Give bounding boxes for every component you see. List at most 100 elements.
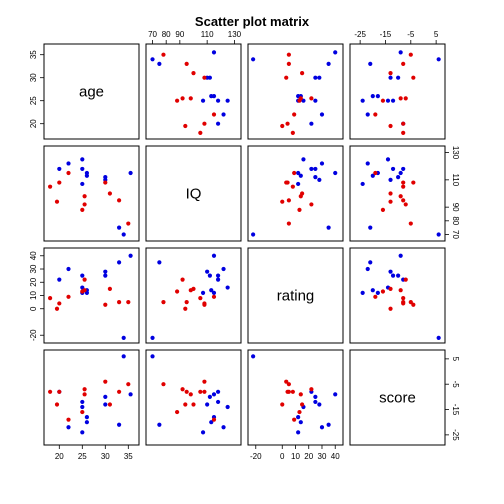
data-point-2 — [117, 225, 122, 230]
data-point-12 — [126, 300, 131, 305]
data-point-21 — [280, 402, 285, 407]
data-point-10 — [301, 157, 306, 162]
data-point-6 — [80, 430, 85, 435]
data-point-15 — [202, 75, 207, 80]
data-point-16 — [82, 392, 87, 397]
y-tick-label-rating-2: 10 — [29, 291, 38, 300]
data-point-19 — [66, 417, 71, 422]
data-point-8 — [370, 288, 375, 293]
data-point-9 — [365, 112, 370, 117]
data-point-12 — [286, 382, 291, 387]
x-tick-label-IQ-2: 90 — [175, 30, 184, 39]
panel-IQ-rating — [247, 145, 344, 242]
data-point-2 — [368, 260, 373, 265]
data-point-2 — [368, 225, 373, 230]
data-point-20 — [285, 389, 290, 394]
data-point-1 — [398, 253, 403, 258]
data-point-21 — [183, 402, 188, 407]
data-point-1 — [333, 170, 338, 176]
y-tick-label-IQ-0: 70 — [451, 230, 460, 239]
y-tick-label-rating-1: 0 — [29, 306, 38, 311]
data-point-15 — [103, 302, 108, 307]
panel-frame — [43, 43, 140, 140]
data-point-12 — [286, 221, 291, 226]
data-point-22 — [401, 130, 406, 135]
data-point-18 — [80, 409, 85, 415]
data-point-0 — [150, 354, 155, 359]
data-point-1 — [128, 253, 133, 258]
data-point-19 — [292, 170, 297, 176]
data-point-9 — [365, 161, 370, 166]
data-point-12 — [126, 382, 131, 387]
data-point-8 — [84, 173, 89, 178]
data-point-9 — [66, 161, 71, 166]
data-point-20 — [202, 121, 207, 126]
data-point-2 — [117, 422, 122, 427]
x-tick-label-IQ-3: 110 — [201, 30, 214, 39]
data-point-2 — [368, 61, 373, 66]
data-point-12 — [408, 52, 413, 57]
data-point-18 — [175, 98, 180, 103]
data-point-21 — [280, 199, 285, 204]
data-point-21 — [388, 123, 393, 129]
data-point-21 — [183, 306, 188, 311]
x-tick-label-rating-5: 40 — [331, 452, 340, 461]
data-point-21 — [388, 199, 393, 204]
panel-frame — [145, 145, 242, 242]
data-point-2 — [326, 61, 331, 66]
data-point-14 — [191, 402, 196, 407]
data-point-3 — [396, 273, 401, 278]
data-point-11 — [57, 166, 62, 172]
data-point-22 — [48, 296, 53, 301]
data-point-2 — [326, 422, 331, 427]
data-point-3 — [396, 75, 401, 80]
data-point-13 — [286, 198, 291, 203]
x-tick-label-age-3: 35 — [124, 452, 133, 461]
y-tick-label-IQ-1: 80 — [451, 216, 460, 225]
panel-frame — [247, 145, 344, 242]
panel-score-IQ — [145, 349, 242, 446]
panel-age-rating — [247, 43, 344, 140]
data-point-22 — [290, 130, 295, 135]
panel-frame — [145, 43, 242, 140]
data-point-19 — [66, 170, 71, 176]
data-point-4 — [388, 177, 393, 182]
data-point-15 — [411, 180, 416, 185]
data-point-4 — [388, 269, 393, 274]
data-point-8 — [209, 420, 214, 425]
data-point-22 — [48, 184, 53, 189]
data-point-19 — [211, 417, 217, 422]
data-point-1 — [333, 50, 338, 55]
data-point-22 — [198, 296, 203, 301]
data-point-6 — [360, 98, 365, 103]
data-point-17 — [403, 277, 408, 282]
data-point-22 — [290, 389, 295, 394]
data-point-7 — [215, 273, 221, 278]
data-point-7 — [215, 399, 221, 405]
data-point-11 — [57, 277, 62, 282]
data-point-18 — [175, 409, 180, 415]
data-point-17 — [403, 96, 408, 101]
data-point-3 — [207, 273, 212, 278]
panel-rating-age — [43, 247, 140, 344]
x-tick-label-age-1: 25 — [78, 452, 87, 461]
panel-frame — [43, 349, 140, 446]
data-point-2 — [157, 422, 162, 427]
data-point-21 — [280, 123, 285, 129]
data-point-2 — [326, 225, 331, 230]
panel-age-age: age — [43, 43, 140, 140]
x-tick-label-rating-2: 10 — [291, 452, 300, 461]
data-point-4 — [388, 75, 393, 80]
y-tick-label-age-2: 30 — [29, 73, 38, 82]
data-point-18 — [380, 289, 386, 294]
data-point-15 — [284, 75, 289, 80]
data-point-19 — [66, 294, 71, 299]
data-point-6 — [360, 181, 365, 187]
data-point-15 — [411, 75, 416, 80]
data-point-20 — [57, 301, 62, 306]
data-point-11 — [215, 121, 221, 126]
data-point-2 — [157, 61, 162, 66]
data-point-14 — [107, 191, 112, 196]
data-point-0 — [436, 232, 441, 237]
data-point-12 — [408, 300, 413, 305]
